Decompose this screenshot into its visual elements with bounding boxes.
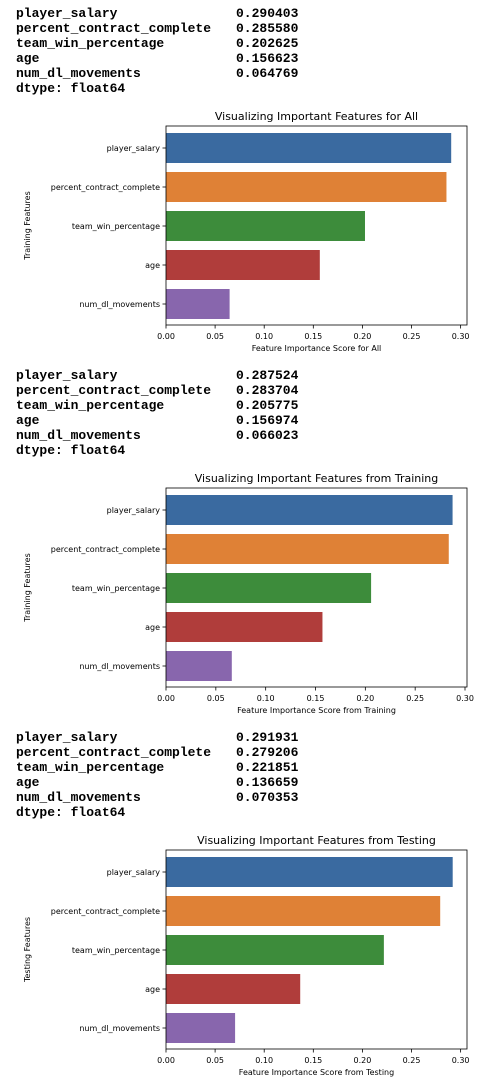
series-key: player_salary [16,6,118,21]
series-value: 0.202625 [236,36,299,51]
chart-title: Visualizing Important Features from Trai… [195,472,439,485]
x-tick-label: 0.10 [257,694,275,703]
x-tick-label: 0.00 [157,694,175,703]
series-value: 0.066023 [236,428,299,443]
y-axis-label: Training Features [23,191,32,261]
series-value: 0.156974 [236,413,299,428]
bar-team_win_percentage [166,573,372,603]
series-dtype-text: dtype: float64 [16,81,126,96]
x-tick-label: 0.10 [255,332,273,341]
x-tick-label: 0.15 [304,1056,322,1065]
chart-title: Visualizing Important Features from Test… [197,834,436,847]
series-key: team_win_percentage [16,398,165,413]
feature-importance-chart-testing: Visualizing Important Features from Test… [23,834,470,1077]
series-key: num_dl_movements [16,428,141,443]
y-tick-label: player_salary [107,868,161,877]
series-value: 0.156623 [236,51,299,66]
series-value: 0.205775 [236,398,299,413]
bar-percent_contract_complete [166,172,447,202]
y-axis-label: Testing Features [23,917,32,983]
x-axis-label: Feature Importance Score for All [252,344,382,353]
x-tick-label: 0.00 [157,1056,175,1065]
series-value: 0.291931 [236,730,299,745]
bar-num_dl_movements [166,289,230,319]
x-tick-label: 0.25 [403,332,421,341]
series-value: 0.064769 [236,66,299,81]
series-value: 0.279206 [236,745,299,760]
y-tick-label: num_dl_movements [79,1024,160,1033]
bar-age [166,250,320,280]
plot-frame [165,487,468,688]
series-value: 0.287524 [236,368,299,383]
y-tick-label: percent_contract_complete [51,907,160,916]
series-key: player_salary [16,368,118,383]
series-dtype-text: dtype: float64 [16,443,126,458]
feature-importance-chart-training: Visualizing Important Features from Trai… [23,472,474,715]
series-key: percent_contract_complete [16,21,212,36]
y-tick-label: age [145,985,160,994]
series-key: percent_contract_complete [16,383,212,398]
y-tick-label: age [145,623,160,632]
series-value: 0.136659 [236,775,299,790]
y-tick-label: percent_contract_complete [51,545,160,554]
x-tick-label: 0.05 [206,1056,224,1065]
bar-team_win_percentage [166,935,384,965]
y-tick-label: percent_contract_complete [51,183,160,192]
x-tick-label: 0.05 [206,332,224,341]
y-tick-label: player_salary [107,144,161,153]
x-tick-label: 0.15 [307,694,325,703]
x-tick-label: 0.30 [452,332,470,341]
x-axis-label: Feature Importance Score from Training [237,706,396,715]
series-value: 0.221851 [236,760,299,775]
series-key: team_win_percentage [16,36,165,51]
bar-team_win_percentage [166,211,365,241]
series-value: 0.290403 [236,6,299,21]
series-key: team_win_percentage [16,760,165,775]
plot-frame [165,125,468,326]
y-tick-label: age [145,261,160,270]
bar-num_dl_movements [166,651,232,681]
x-tick-label: 0.05 [207,694,225,703]
chart-title: Visualizing Important Features for All [215,110,418,123]
x-tick-label: 0.10 [255,1056,273,1065]
y-tick-label: player_salary [107,506,161,515]
feature-importance-chart-all: Visualizing Important Features for All pl… [23,110,470,353]
x-tick-label: 0.00 [157,332,175,341]
bar-age [166,612,323,642]
x-tick-label: 0.30 [456,694,474,703]
x-tick-label: 0.20 [356,694,374,703]
bar-percent_contract_complete [166,534,449,564]
y-tick-label: team_win_percentage [72,584,160,593]
x-tick-label: 0.25 [406,694,424,703]
x-tick-label: 0.20 [354,332,372,341]
series-dtype-text: dtype: float64 [16,805,126,820]
bar-num_dl_movements [166,1013,236,1043]
y-tick-label: num_dl_movements [79,300,160,309]
series-key: age [16,413,40,428]
y-tick-label: team_win_percentage [72,946,160,955]
y-tick-label: num_dl_movements [79,662,160,671]
bar-age [166,974,301,1004]
series-value: 0.070353 [236,790,299,805]
plot-frame [165,849,468,1050]
series-value: 0.285580 [236,21,299,36]
bar-player_salary [166,857,453,887]
y-tick-label: team_win_percentage [72,222,160,231]
x-tick-label: 0.30 [452,1056,470,1065]
series-value: 0.283704 [236,383,299,398]
series-key: age [16,51,40,66]
x-tick-label: 0.25 [403,1056,421,1065]
bar-percent_contract_complete [166,896,441,926]
bar-player_salary [166,495,453,525]
series-key: age [16,775,40,790]
series-key: num_dl_movements [16,790,141,805]
x-axis-label: Feature Importance Score from Testing [239,1068,394,1077]
series-key: num_dl_movements [16,66,141,81]
y-axis-label: Training Features [23,553,32,623]
bar-player_salary [166,133,452,163]
x-tick-label: 0.15 [304,332,322,341]
series-key: percent_contract_complete [16,745,212,760]
x-tick-label: 0.20 [354,1056,372,1065]
series-key: player_salary [16,730,118,745]
